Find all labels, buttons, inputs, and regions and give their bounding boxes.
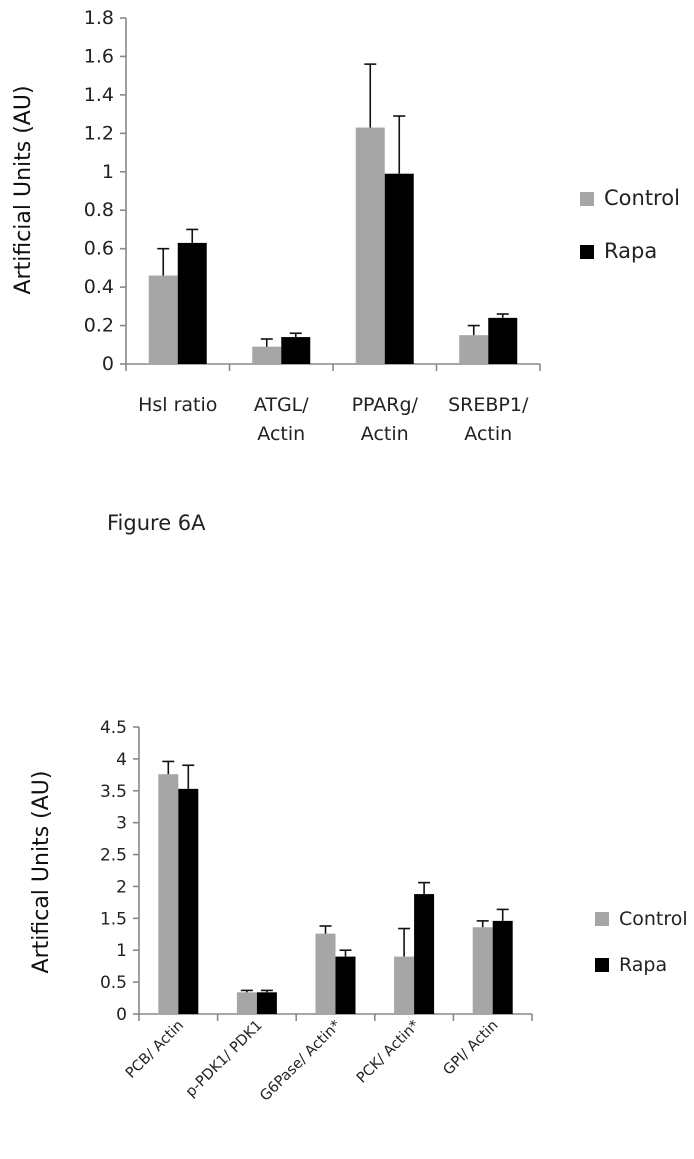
legend-swatch-rapa — [580, 245, 594, 259]
y-tick-label: 0.2 — [84, 315, 114, 337]
bar-control-0 — [148, 275, 178, 364]
y-tick-label: 4.5 — [100, 718, 127, 738]
y-tick-label: 0 — [116, 1005, 127, 1025]
x-category-label: GPI/ Actin — [441, 1018, 502, 1079]
y-tick-label: 1.5 — [100, 909, 127, 929]
y-tick-label: 1.2 — [84, 122, 114, 144]
bar-rapa-1 — [281, 337, 311, 364]
y-tick-label: 0.4 — [84, 276, 114, 298]
y-tick-label: 3.5 — [100, 782, 127, 802]
y-tick-label: 2.5 — [100, 846, 127, 866]
y-tick-label: 4 — [116, 750, 127, 770]
y-tick-label: 0.6 — [84, 238, 114, 260]
bar-control-0 — [158, 774, 179, 1014]
bar-rapa-1 — [256, 992, 277, 1014]
y-tick-label: 3 — [116, 814, 127, 834]
y-axis-label: Artifical Units (AU) — [29, 771, 54, 974]
x-category-label: PPARg/ — [352, 394, 419, 416]
legend-label-rapa: Rapa — [604, 239, 657, 263]
x-category-label: Actin — [361, 423, 409, 445]
bar-rapa-0 — [177, 242, 207, 364]
bar-control-2 — [315, 933, 336, 1014]
bar-control-1 — [236, 992, 257, 1014]
y-tick-label: 2 — [116, 877, 127, 897]
y-tick-label: 1.4 — [84, 84, 114, 106]
legend-label-control: Control — [619, 908, 688, 930]
y-tick-label: 1 — [102, 161, 114, 183]
chart-bottom: 0 0.5 1 1.5 2 2.5 3 3.5 4 4.5 Artifical Units (AU)… — [29, 718, 688, 1105]
x-category-label: Hsl ratio — [138, 394, 217, 416]
x-category-label: ATGL/ — [254, 394, 309, 416]
bar-rapa-3 — [488, 317, 518, 364]
legend-label-control: Control — [604, 186, 680, 210]
x-category-label: Actin — [464, 423, 512, 445]
legend-swatch-control — [595, 912, 609, 926]
y-tick-label: 1.6 — [84, 45, 114, 67]
y-tick-label: 0.5 — [100, 973, 127, 993]
x-category-label: PCK/ Actin* — [354, 1018, 423, 1087]
bar-control-1 — [252, 346, 282, 364]
bar-rapa-4 — [492, 920, 513, 1014]
x-category-label: G6Pase/ Actin* — [257, 1018, 344, 1105]
legend-swatch-rapa — [595, 958, 609, 972]
bar-rapa-2 — [335, 956, 356, 1014]
y-tick-label: 0 — [102, 353, 114, 375]
x-category-label: p-PDK1/ PDK1 — [183, 1018, 266, 1101]
x-category-label: Actin — [257, 423, 305, 445]
bar-rapa-0 — [178, 788, 199, 1014]
y-tick-label: 0.8 — [84, 199, 114, 221]
bar-control-3 — [394, 956, 415, 1014]
bar-rapa-3 — [414, 894, 435, 1014]
bar-control-3 — [459, 335, 489, 364]
bar-rapa-2 — [384, 173, 414, 364]
y-tick-label: 1 — [116, 941, 127, 961]
legend-label-rapa: Rapa — [619, 954, 667, 976]
x-category-label: SREBP1/ — [448, 394, 529, 416]
legend-swatch-control — [580, 192, 594, 206]
bar-control-2 — [355, 127, 385, 364]
y-tick-label: 1.8 — [84, 7, 114, 29]
figure-caption: Figure 6A — [107, 511, 206, 535]
chart-top: 0 0.2 0.4 0.6 0.8 1 1.2 1.4 1.6 1.8 Artificial Uni… — [11, 7, 680, 445]
x-category-label: PCB/ Actin — [123, 1018, 187, 1082]
y-axis-label: Artificial Units (AU) — [11, 85, 36, 294]
bar-control-4 — [472, 927, 493, 1014]
